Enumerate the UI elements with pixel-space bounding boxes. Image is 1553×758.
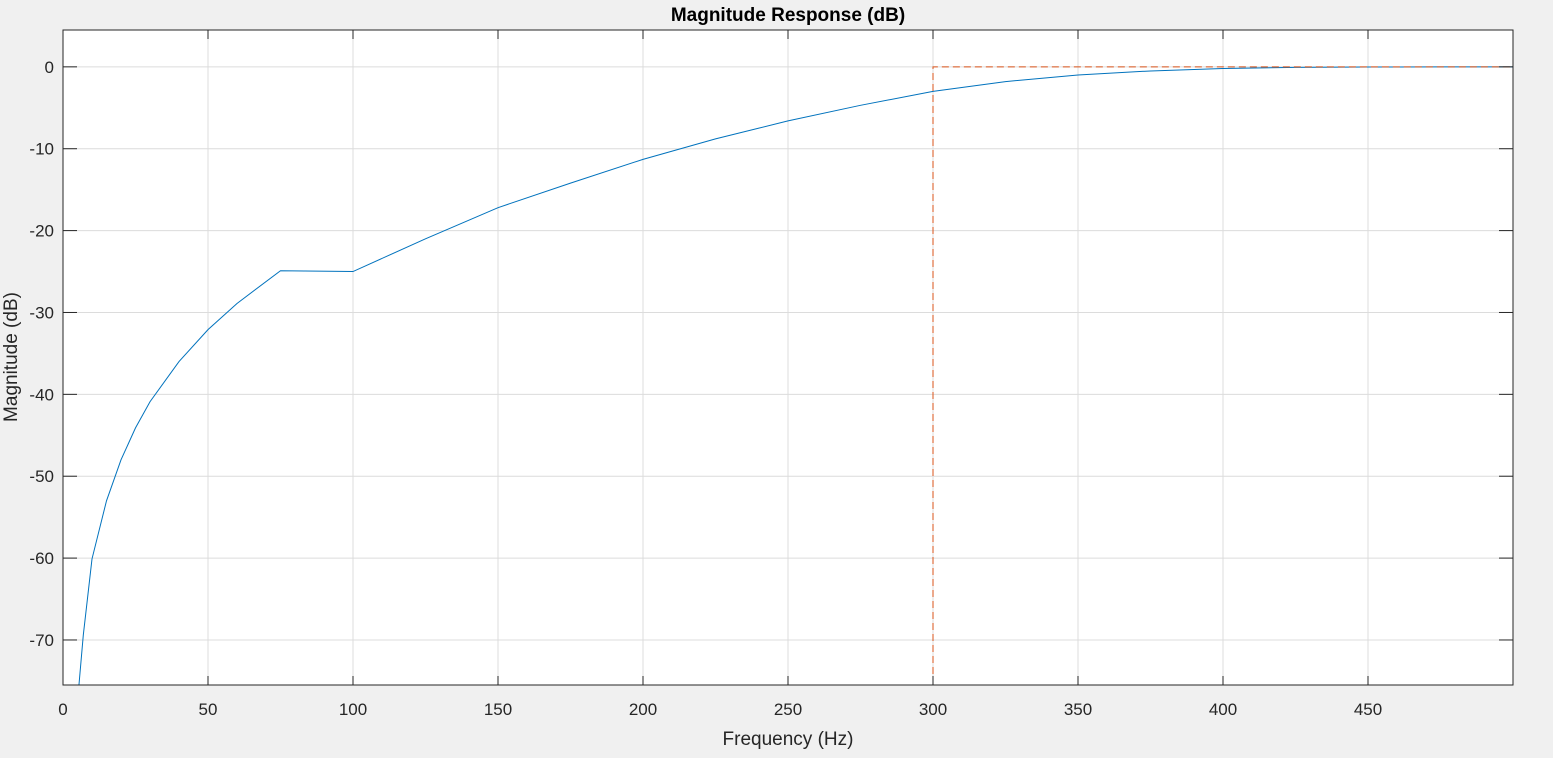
x-tick-label: 350 — [1064, 700, 1092, 719]
x-tick-label: 100 — [339, 700, 367, 719]
y-tick-label: -20 — [29, 222, 54, 241]
x-tick-label: 450 — [1354, 700, 1382, 719]
magnitude-response-line — [78, 66, 1514, 686]
series-layer — [78, 66, 1514, 686]
x-tick-label: 0 — [58, 700, 67, 719]
x-tick-label: 200 — [629, 700, 657, 719]
axis-ticks: 0 50 100 150 200 250 300 350 400 450 0 -10 -20 -30 -40… — [29, 30, 1513, 719]
x-tick-label: 50 — [199, 700, 218, 719]
y-tick-label: -40 — [29, 385, 54, 404]
grid-lines — [63, 30, 1513, 685]
y-axis-label: Magnitude (dB) — [1, 292, 22, 422]
x-tick-label: 150 — [484, 700, 512, 719]
y-tick-label: -10 — [29, 140, 54, 159]
cutoff-reference-line — [932, 66, 1513, 685]
x-tick-label: 400 — [1209, 700, 1237, 719]
y-tick-label: -50 — [29, 467, 54, 486]
chart-title: Magnitude Response (dB) — [671, 5, 905, 26]
x-tick-label: 250 — [774, 700, 802, 719]
y-tick-label: -60 — [29, 549, 54, 568]
y-tick-label: 0 — [45, 58, 54, 77]
y-tick-label: -30 — [29, 303, 54, 322]
x-tick-label: 300 — [919, 700, 947, 719]
y-tick-label: -70 — [29, 631, 54, 650]
x-axis-label: Frequency (Hz) — [723, 729, 854, 750]
